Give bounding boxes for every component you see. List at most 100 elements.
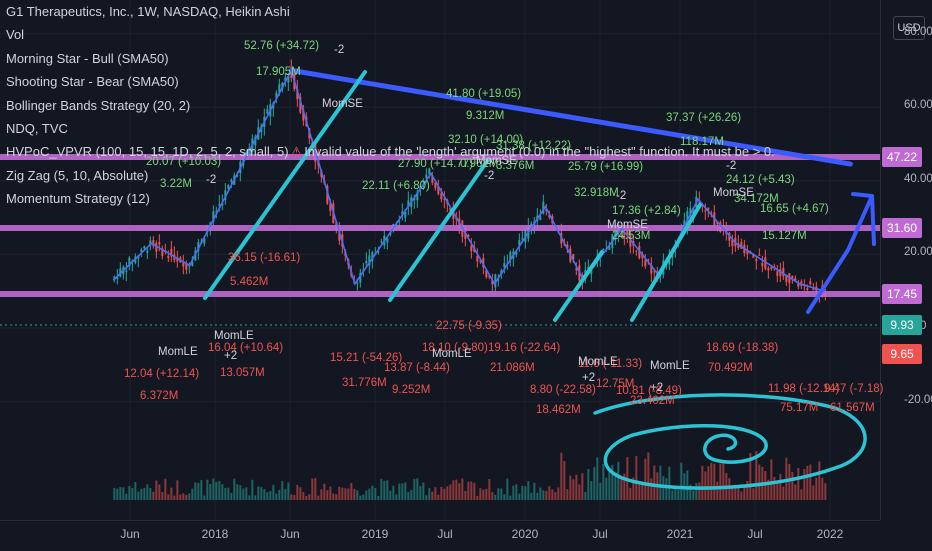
- volume-bar: [431, 491, 434, 500]
- indicator-vol[interactable]: Vol: [6, 27, 25, 43]
- annotation-white: -2: [484, 170, 495, 182]
- volume-bar: [749, 453, 752, 500]
- candle-body: [761, 262, 764, 267]
- volume-bar: [425, 495, 428, 500]
- volume-bar: [386, 480, 389, 500]
- annotation-red: 11.98 (-12.14): [768, 383, 840, 395]
- time-label: Jun: [280, 527, 300, 541]
- candle-body: [365, 260, 368, 264]
- annotation-green: 32.10 (+14.00): [448, 134, 524, 146]
- candle-body: [752, 254, 755, 258]
- annotation-green: 41.80 (+19.05): [446, 88, 522, 100]
- cyan-trend-segment: [388, 158, 490, 302]
- volume-bar: [512, 485, 515, 500]
- candle-body: [326, 185, 329, 204]
- projection-arrow: [806, 194, 874, 314]
- annotation-red: 12.75M: [596, 378, 635, 390]
- volume-bar: [578, 484, 581, 500]
- annotation-white: +2: [224, 350, 238, 362]
- volume-bar: [419, 485, 422, 500]
- volume-bar: [206, 479, 209, 500]
- volume-bar: [242, 488, 245, 500]
- volume-bar: [167, 494, 170, 500]
- volume-bar: [821, 477, 824, 500]
- volume-bar: [356, 490, 359, 500]
- indicator-bollinger[interactable]: Bollinger Bands Strategy (20, 2): [6, 97, 191, 113]
- candle-body: [125, 270, 128, 273]
- currency-button[interactable]: USD: [893, 16, 925, 40]
- volume-bar: [464, 490, 467, 500]
- volume-bar: [800, 489, 803, 500]
- volume-bar: [794, 484, 797, 500]
- annotation-red: 21.086M: [490, 362, 535, 374]
- volume-bar: [467, 481, 470, 500]
- annotation-green: 24.53M: [612, 230, 651, 242]
- indicator-zigzag[interactable]: Zig Zag (5, 10, Absolute): [6, 167, 149, 183]
- candle-body: [476, 255, 479, 262]
- volume-bar: [143, 487, 146, 500]
- indicator-shooting-star[interactable]: Shooting Star - Bear (SMA50): [6, 74, 179, 90]
- volume-bar: [236, 484, 239, 500]
- candle-body: [602, 248, 605, 251]
- candle-body: [779, 269, 782, 277]
- user-drawings: [203, 67, 876, 490]
- candle-body: [518, 240, 521, 246]
- volume-bars: [113, 451, 827, 500]
- volume-bar: [284, 489, 287, 500]
- volume-bar: [704, 471, 707, 500]
- annotation-green: 25.79 (+16.99): [568, 161, 644, 173]
- indicator-morning-star[interactable]: Morning Star - Bull (SMA50): [6, 50, 169, 66]
- volume-bar: [629, 487, 632, 500]
- volume-bar: [188, 493, 191, 500]
- volume-bar: [407, 491, 410, 500]
- volume-bar: [614, 473, 617, 500]
- volume-bar: [563, 461, 566, 500]
- volume-bar: [308, 494, 311, 500]
- annotation-white: MomLE: [650, 360, 690, 372]
- annotation-red: 23.402M: [630, 395, 675, 407]
- volume-bar: [491, 492, 494, 500]
- volume-bar: [593, 467, 596, 500]
- volume-bar: [545, 490, 548, 500]
- candle-body: [653, 271, 656, 273]
- volume-bar: [434, 487, 437, 500]
- volume-bar: [152, 491, 155, 500]
- annotation-green: 17.36 (+2.84): [612, 205, 681, 217]
- candle-body: [155, 242, 158, 252]
- annotation-green: 3.22M: [160, 178, 192, 190]
- volume-bar: [221, 484, 224, 500]
- indicator-hvpoc[interactable]: HVPoC_VPVR (100, 15, 15, 1D, 2, 5, 2, sm…: [6, 140, 775, 163]
- candle-body: [497, 279, 500, 281]
- candle-body: [566, 244, 569, 249]
- indicator-momentum[interactable]: Momentum Strategy (12): [6, 191, 150, 207]
- volume-bar: [146, 484, 149, 500]
- volume-bar: [197, 483, 200, 500]
- candle-body: [440, 193, 443, 200]
- volume-bar: [500, 488, 503, 500]
- volume-bar: [416, 478, 419, 500]
- chart-title[interactable]: G1 Therapeutics, Inc., 1W, NASDAQ, Heiki…: [6, 4, 290, 19]
- time-axis[interactable]: [0, 520, 880, 551]
- volume-bar: [260, 487, 263, 500]
- volume-bar: [752, 488, 755, 500]
- volume-bar: [437, 494, 440, 500]
- volume-bar: [638, 482, 641, 500]
- candle-body: [224, 190, 227, 200]
- indicator-ndq[interactable]: NDQ, TVC: [6, 121, 68, 137]
- volume-bar: [494, 494, 497, 500]
- volume-bar: [449, 484, 452, 500]
- candle-body: [302, 109, 305, 121]
- volume-bar: [194, 482, 197, 500]
- price-scale[interactable]: [880, 0, 932, 520]
- volume-bar: [176, 480, 179, 500]
- annotation-red: 19.16 (-22.64): [488, 342, 561, 354]
- volume-bar: [395, 494, 398, 500]
- time-label: 2019: [361, 527, 389, 541]
- candle-body: [470, 245, 473, 252]
- candle-body: [284, 77, 287, 81]
- annotation-red: 22.75 (-9.35): [436, 320, 502, 332]
- volume-bar: [650, 478, 653, 500]
- candle-body: [230, 179, 233, 182]
- volume-bar: [758, 464, 761, 500]
